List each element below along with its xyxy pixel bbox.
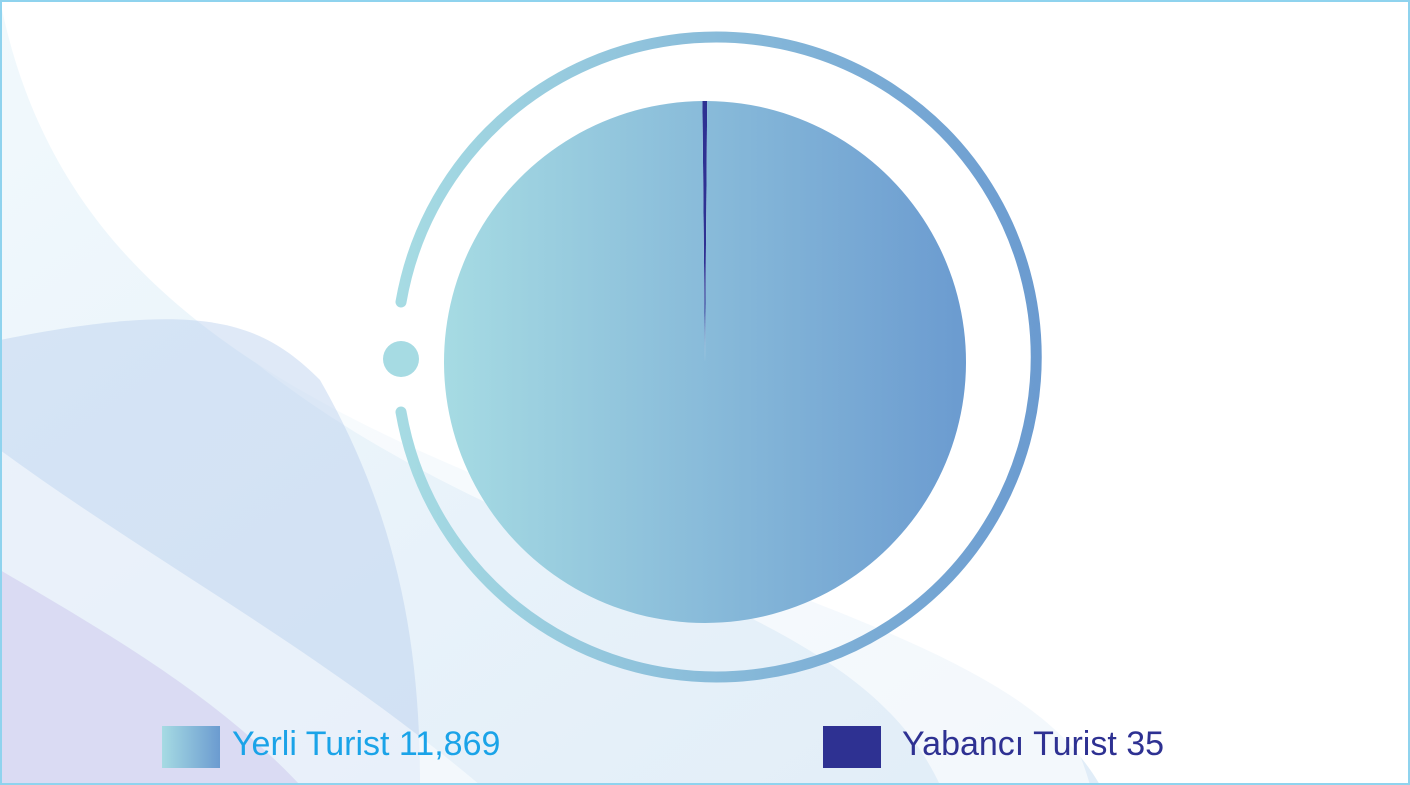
pie-slice [443,101,967,623]
pie [443,100,967,623]
legend-label: Yabancı Turist 35 [902,725,1164,763]
legend-label: Yerli Turist 11,869 [232,725,500,763]
legend-swatch [162,726,220,768]
legend-swatch [823,726,881,768]
legend: Yerli Turist 11,869 Yabancı Turist 35 [162,725,1164,768]
legend-value: 35 [1126,725,1164,763]
legend-name: Yerli Turist [232,725,390,763]
legend-name: Yabancı Turist [902,725,1117,763]
decor-ring [383,31,1042,683]
legend-value: 11,869 [399,725,500,763]
pie-slice [702,100,708,362]
